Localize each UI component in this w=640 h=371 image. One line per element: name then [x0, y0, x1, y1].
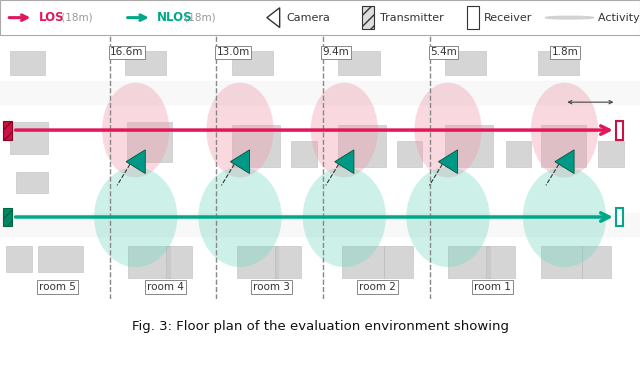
Bar — [16, 172, 48, 193]
Bar — [10, 51, 45, 75]
Text: Camera: Camera — [287, 13, 331, 23]
Text: NLOS: NLOS — [157, 11, 193, 24]
Text: room 5: room 5 — [39, 282, 76, 292]
Text: 9.4m: 9.4m — [323, 47, 349, 57]
Ellipse shape — [311, 83, 378, 177]
Bar — [125, 51, 166, 75]
Bar — [486, 246, 515, 278]
Bar — [598, 141, 624, 167]
Bar — [506, 141, 531, 167]
Bar — [166, 246, 192, 278]
Text: room 1: room 1 — [474, 282, 511, 292]
Bar — [6, 246, 32, 272]
Bar — [232, 51, 273, 75]
Bar — [38, 246, 83, 272]
Bar — [397, 141, 422, 167]
Bar — [291, 141, 317, 167]
Polygon shape — [126, 150, 145, 174]
Bar — [237, 246, 278, 278]
Text: (18m): (18m) — [181, 13, 216, 23]
Bar — [467, 6, 479, 29]
Ellipse shape — [531, 83, 598, 177]
Polygon shape — [555, 150, 574, 174]
Text: room 2: room 2 — [359, 282, 396, 292]
Polygon shape — [335, 150, 354, 174]
Bar — [582, 246, 611, 278]
Text: room 4: room 4 — [147, 282, 184, 292]
Bar — [3, 121, 12, 139]
Bar — [541, 125, 586, 167]
Ellipse shape — [406, 167, 490, 267]
Text: (18m): (18m) — [58, 13, 92, 23]
Circle shape — [545, 16, 594, 19]
Bar — [10, 122, 48, 154]
Text: 13.0m: 13.0m — [216, 47, 250, 57]
Text: room 3: room 3 — [253, 282, 290, 292]
Bar — [445, 125, 493, 167]
Bar — [0, 212, 640, 238]
Text: LOS: LOS — [38, 11, 64, 24]
Ellipse shape — [206, 83, 274, 177]
Bar — [448, 246, 490, 278]
Bar — [338, 51, 380, 75]
Bar — [541, 246, 582, 278]
Bar — [127, 122, 172, 162]
Polygon shape — [438, 150, 458, 174]
Text: Transmitter: Transmitter — [380, 13, 444, 23]
Bar — [338, 125, 386, 167]
Bar — [342, 246, 384, 278]
Text: Fig. 3: Floor plan of the evaluation environment showing: Fig. 3: Floor plan of the evaluation env… — [131, 320, 509, 333]
Bar — [128, 246, 170, 278]
Ellipse shape — [523, 167, 606, 267]
Bar — [445, 51, 486, 75]
Text: Receiver: Receiver — [484, 13, 532, 23]
Bar — [384, 246, 413, 278]
Text: 1.8m: 1.8m — [552, 47, 579, 57]
Bar — [232, 125, 280, 167]
Ellipse shape — [415, 83, 482, 177]
Bar — [0, 80, 640, 106]
Bar — [616, 207, 623, 226]
Ellipse shape — [303, 167, 386, 267]
Polygon shape — [230, 150, 250, 174]
Bar — [616, 121, 623, 139]
Bar — [275, 246, 301, 278]
Text: 5.4m: 5.4m — [430, 47, 457, 57]
Bar — [538, 51, 579, 75]
Text: Activity Zone: Activity Zone — [598, 13, 640, 23]
Bar — [362, 6, 374, 29]
Bar — [3, 207, 12, 226]
Text: 16.6m: 16.6m — [110, 47, 143, 57]
Ellipse shape — [102, 83, 169, 177]
Ellipse shape — [94, 167, 177, 267]
Ellipse shape — [198, 167, 282, 267]
